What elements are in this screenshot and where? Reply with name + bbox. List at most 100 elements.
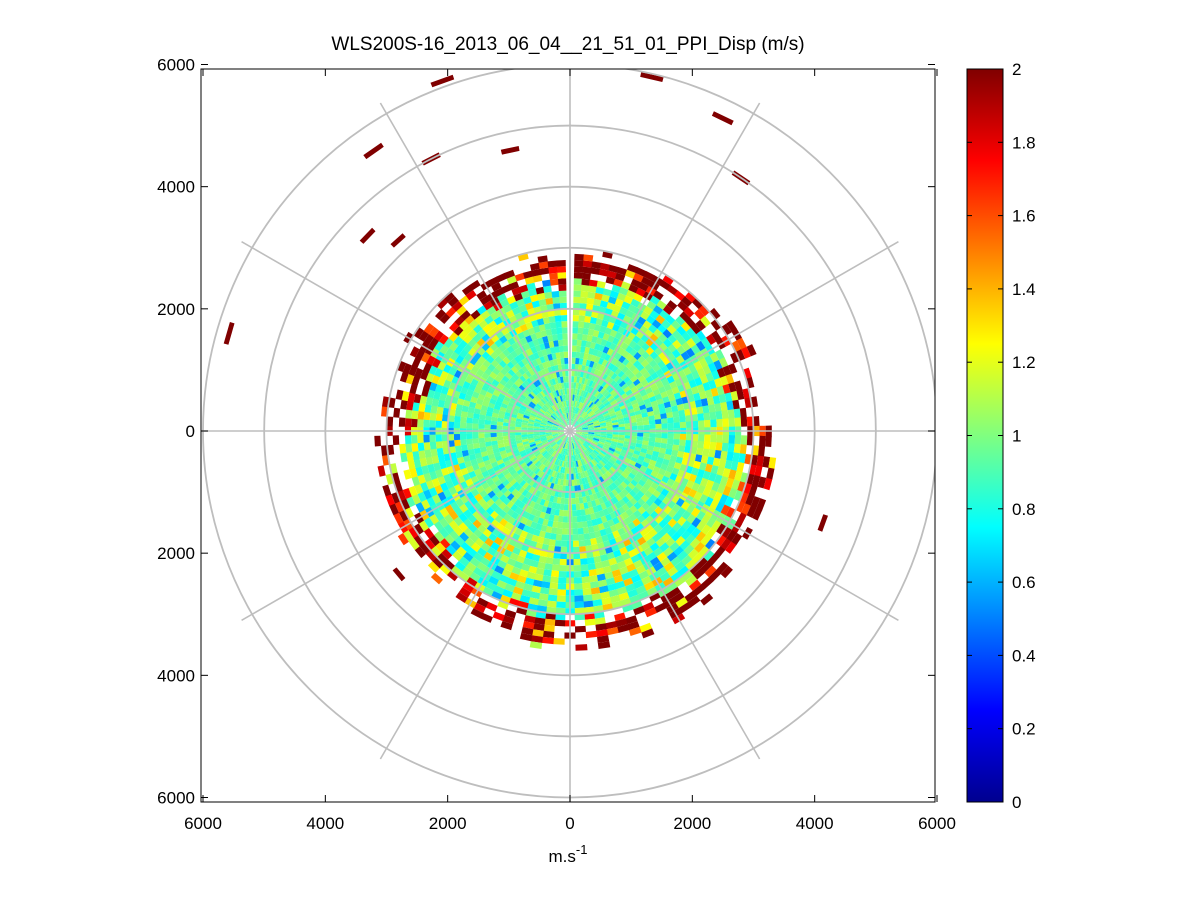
- data-cell: [756, 455, 765, 467]
- data-cell: [661, 438, 668, 444]
- data-cell: [579, 552, 587, 559]
- data-cell: [657, 403, 666, 410]
- data-cell: [557, 577, 567, 584]
- data-cell: [574, 364, 579, 371]
- data-cell: [567, 419, 569, 426]
- grid-ring: [324, 185, 816, 677]
- data-cell: [621, 446, 629, 452]
- data-cell: [459, 349, 469, 359]
- data-cell: [411, 418, 418, 428]
- data-cell: [507, 389, 515, 396]
- data-cell: [504, 382, 512, 390]
- data-cell: [420, 370, 429, 381]
- data-cell: [587, 291, 596, 299]
- data-cell: [653, 561, 664, 572]
- data-cell: [709, 352, 720, 363]
- data-cell: [402, 488, 412, 499]
- data-cell: [531, 410, 538, 416]
- data-cell: [453, 421, 461, 429]
- data-cell: [700, 398, 709, 407]
- data-cell: [588, 475, 594, 482]
- data-cell: [563, 345, 568, 352]
- data-cell: [533, 325, 541, 334]
- data-cell: [460, 439, 467, 446]
- data-cell: [562, 414, 566, 420]
- data-cell: [572, 308, 580, 316]
- data-cell: [618, 380, 626, 388]
- data-cell: [597, 415, 604, 420]
- data-cell: [546, 435, 553, 438]
- data-cell: [503, 489, 512, 498]
- data-cell: [476, 561, 487, 572]
- data-cell: [587, 422, 594, 426]
- data-cell: [460, 541, 471, 552]
- data-cell: [509, 572, 520, 581]
- data-cell: [521, 627, 534, 636]
- data-cell: [647, 445, 655, 451]
- data-cell: [582, 431, 589, 434]
- data-cell: [585, 551, 594, 559]
- data-cell: [545, 557, 554, 565]
- data-cell: [627, 304, 638, 313]
- data-cell: [667, 334, 678, 344]
- data-cell: [641, 502, 650, 511]
- data-cell: [558, 370, 563, 377]
- data-cell: [616, 444, 623, 450]
- data-cell: [612, 432, 619, 435]
- data-cell: [514, 454, 522, 461]
- data-cell: [561, 321, 568, 328]
- data-cell: [632, 367, 640, 376]
- data-cell: [486, 355, 495, 364]
- data-cell: [609, 524, 618, 533]
- data-cell: [603, 391, 610, 398]
- data-cell: [736, 337, 747, 350]
- data-cell: [523, 270, 533, 279]
- data-cell: [536, 415, 543, 420]
- data-cell: [496, 436, 504, 441]
- data-cell: [580, 465, 585, 472]
- data-cell: [671, 320, 681, 331]
- data-cell: [547, 420, 554, 424]
- data-cell: [616, 292, 627, 302]
- data-cell: [545, 427, 552, 430]
- data-cell: [429, 419, 436, 428]
- data-cell: [576, 376, 581, 383]
- data-cell: [661, 378, 670, 387]
- data-cell: [633, 579, 644, 590]
- data-cell: [574, 401, 578, 408]
- data-cell: [414, 546, 426, 559]
- data-cell: [429, 337, 439, 349]
- data-cell: [543, 452, 549, 458]
- data-cell: [474, 537, 485, 548]
- data-cell: [695, 319, 706, 331]
- data-cell: [585, 463, 591, 470]
- data-cell: [485, 445, 493, 451]
- data-cell: [633, 509, 642, 519]
- data-cell: [606, 427, 613, 431]
- data-cell: [493, 451, 501, 458]
- data-cell: [628, 364, 637, 373]
- data-cell: [551, 502, 557, 510]
- data-cell: [412, 401, 420, 412]
- data-cell: [583, 254, 594, 262]
- data-cell: [561, 364, 566, 371]
- data-cell: [470, 608, 484, 619]
- data-cell: [720, 538, 732, 551]
- data-cell: [598, 510, 606, 518]
- data-cell: [693, 568, 705, 580]
- data-cell: [600, 435, 607, 438]
- data-cell: [464, 314, 475, 325]
- data-cell: [659, 447, 667, 454]
- data-cell: [487, 363, 496, 372]
- data-cell: [557, 521, 563, 529]
- data-cell: [545, 426, 552, 429]
- data-cell: [434, 484, 444, 495]
- data-cell: [675, 354, 685, 365]
- data-cell: [557, 459, 562, 467]
- data-cell: [598, 497, 605, 505]
- data-cell: [587, 436, 594, 440]
- data-cell: [573, 284, 582, 291]
- data-cell: [643, 305, 654, 316]
- data-cell: [541, 493, 548, 501]
- data-cell: [552, 558, 560, 565]
